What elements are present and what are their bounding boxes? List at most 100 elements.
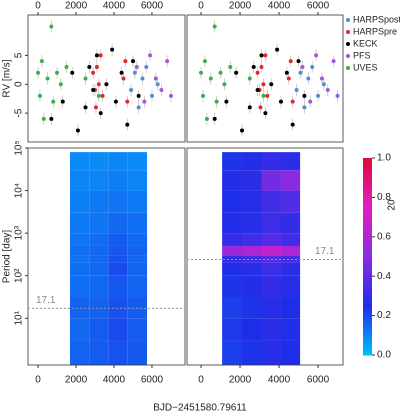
heatmap-cell: [222, 190, 242, 213]
point: [247, 105, 252, 110]
colorbar-segment: [363, 165, 372, 171]
colorbar-segment: [363, 236, 372, 242]
point: [70, 70, 75, 75]
heatmap-cell: [108, 262, 128, 276]
colorbar-segment: [363, 221, 372, 226]
x-tick-label: 2000: [229, 1, 252, 12]
heatmap-cell: [69, 262, 90, 276]
heatmap-cell: [261, 170, 281, 191]
point: [200, 93, 205, 98]
colorbar-segment: [363, 177, 372, 183]
x-tick-label: 2000: [229, 375, 252, 386]
colorbar-segment: [363, 161, 372, 167]
colorbar-segment: [363, 252, 372, 257]
colorbar-tick-label: 0.4: [377, 271, 391, 282]
point: [321, 82, 326, 87]
colorbar-segment: [363, 205, 372, 210]
heatmap-cell: [89, 152, 109, 171]
heatmap-cell: [241, 262, 262, 276]
heatmap-cell: [241, 318, 262, 341]
point: [91, 70, 96, 75]
point: [149, 93, 154, 98]
colorbar-segment: [363, 288, 372, 293]
colorbar-segment: [363, 339, 372, 344]
colorbar-segment: [363, 197, 372, 202]
colorbar-segment: [363, 303, 372, 309]
point: [39, 59, 44, 64]
annotation-label: 17.1: [315, 246, 335, 257]
colorbar-segment: [363, 217, 372, 222]
heatmap-cell: [69, 318, 90, 341]
point: [278, 99, 283, 104]
point: [314, 53, 319, 58]
point: [234, 70, 239, 75]
heatmap-cell: [261, 212, 281, 234]
point: [98, 53, 103, 58]
point: [121, 76, 126, 81]
heatmap-cell: [89, 190, 109, 213]
heatmap-cell: [69, 190, 90, 213]
colorbar-segment: [363, 347, 372, 352]
colorbar-tick-label: 1.0: [377, 153, 391, 164]
colorbar-segment: [363, 209, 372, 214]
heatmap-cell: [261, 190, 281, 213]
colorbar-segment: [363, 299, 372, 305]
point: [335, 93, 340, 98]
heatmap-cell: [222, 340, 242, 365]
y-axis-label: RV [m/s]: [2, 59, 13, 97]
point: [208, 76, 213, 81]
x-tick-label: 0: [198, 1, 204, 12]
point: [255, 70, 260, 75]
panel-frame: [186, 147, 344, 366]
point: [64, 64, 69, 69]
legend-label: HARPSpre: [353, 26, 397, 36]
colorbar-segment: [363, 268, 372, 273]
heatmap-cell: [108, 233, 128, 246]
heatmap-cell: [108, 190, 128, 213]
colorbar-segment: [363, 272, 372, 277]
point: [45, 76, 50, 81]
y-tick-label: 0: [14, 81, 25, 87]
point: [119, 70, 124, 75]
colorbar-label: 20: [387, 199, 398, 211]
point: [58, 82, 63, 87]
colorbar-segment: [363, 343, 372, 348]
heatmap-cell: [241, 212, 262, 234]
x-tick-label: 4000: [268, 375, 291, 386]
heatmap-cell: [280, 340, 301, 365]
heatmap-cell: [261, 245, 281, 256]
heatmap-cell: [108, 152, 128, 171]
point: [168, 93, 173, 98]
heatmap-cell: [89, 212, 109, 234]
x-tick-label: 2000: [65, 375, 88, 386]
point: [142, 99, 147, 104]
heatmap-cell: [108, 245, 128, 256]
point: [136, 93, 141, 98]
point: [159, 88, 164, 93]
heatmap-cell: [127, 152, 148, 171]
point: [100, 93, 105, 98]
colorbar-segment: [363, 232, 372, 238]
point: [269, 82, 274, 87]
point: [319, 76, 324, 81]
heatmap-cell: [222, 233, 242, 246]
point: [251, 64, 256, 69]
point: [310, 64, 315, 69]
y-tick-label: -5: [14, 108, 25, 117]
colorbar-segment: [363, 284, 372, 289]
colorbar-segment: [363, 240, 372, 246]
heatmap-cell: [69, 212, 90, 234]
point: [49, 24, 54, 29]
colorbar-segment: [363, 189, 372, 194]
point: [224, 99, 229, 104]
point: [140, 76, 145, 81]
heatmap-cell: [261, 340, 281, 365]
point: [144, 64, 149, 69]
colorbar-segment: [363, 181, 372, 187]
heatmap-cell: [280, 245, 301, 256]
heatmap-cell: [127, 170, 148, 191]
colorbar-segment: [363, 256, 372, 261]
point: [60, 99, 65, 104]
y-axis-label: Period [day]: [2, 230, 13, 284]
point: [316, 93, 321, 98]
